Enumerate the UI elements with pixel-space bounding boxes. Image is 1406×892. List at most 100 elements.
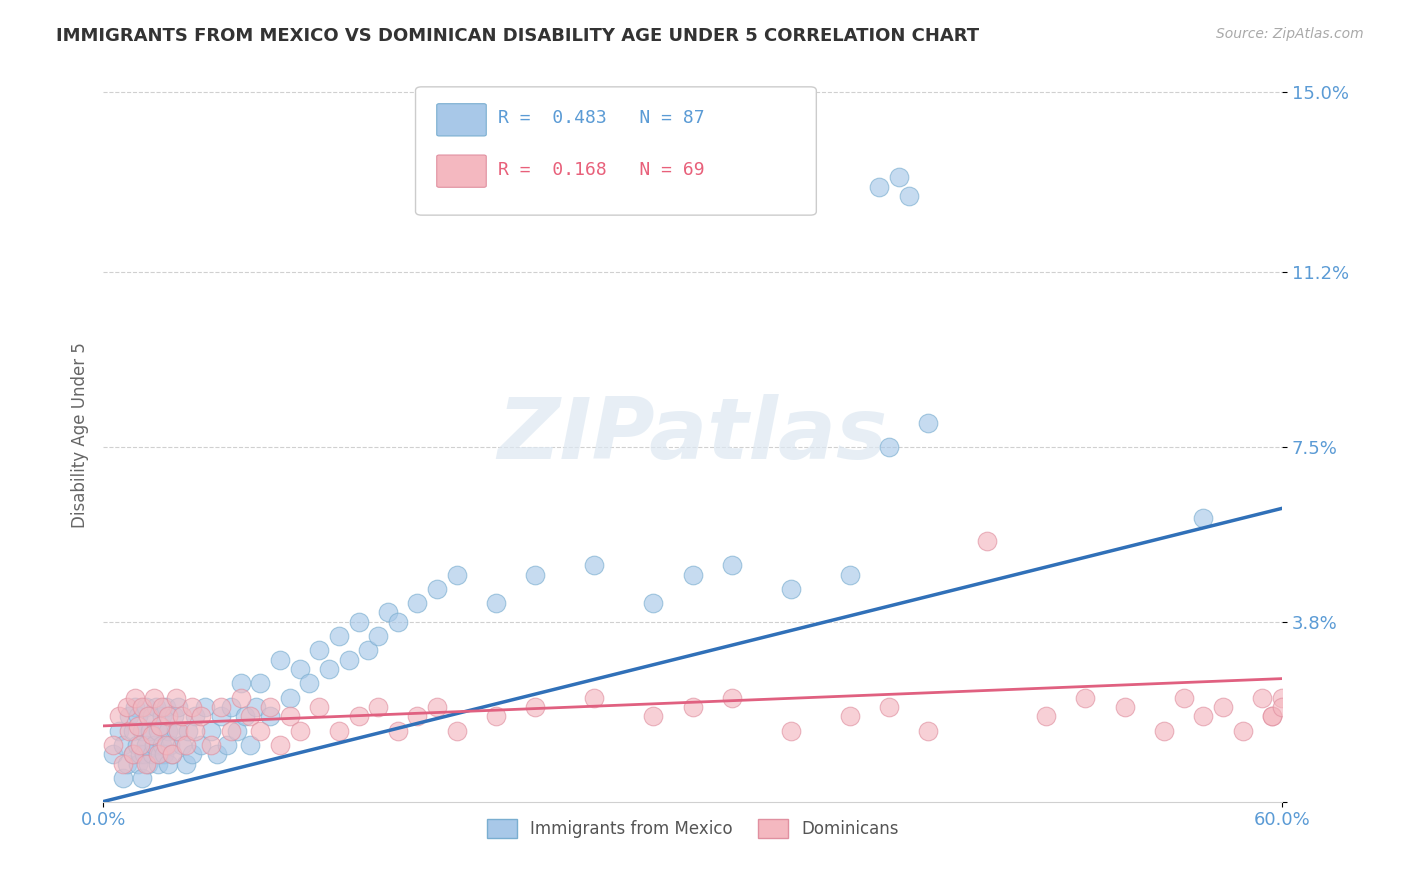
Point xyxy=(128,719,150,733)
Point xyxy=(387,723,409,738)
Point xyxy=(357,643,380,657)
Point xyxy=(180,700,202,714)
Point xyxy=(643,596,665,610)
Point xyxy=(131,723,153,738)
Point xyxy=(145,700,167,714)
Point xyxy=(124,690,146,705)
Point xyxy=(153,747,176,762)
Point xyxy=(318,662,340,676)
Point xyxy=(1153,723,1175,738)
Point xyxy=(249,676,271,690)
Point xyxy=(406,709,429,723)
Point xyxy=(170,738,193,752)
Point xyxy=(377,606,399,620)
Point xyxy=(1271,690,1294,705)
Point xyxy=(868,179,890,194)
Point xyxy=(146,756,169,771)
Point xyxy=(134,747,156,762)
Point xyxy=(139,723,162,738)
Point xyxy=(121,747,143,762)
Point xyxy=(108,723,131,738)
Point xyxy=(249,723,271,738)
Point xyxy=(239,709,262,723)
Point xyxy=(682,567,704,582)
Point xyxy=(156,709,179,723)
Point xyxy=(328,723,350,738)
Point xyxy=(156,756,179,771)
Point xyxy=(721,558,744,573)
FancyBboxPatch shape xyxy=(416,87,817,215)
Point xyxy=(1114,700,1136,714)
Point xyxy=(205,747,228,762)
Point xyxy=(298,676,321,690)
Point xyxy=(111,738,134,752)
Text: R =  0.168   N = 69: R = 0.168 N = 69 xyxy=(498,161,704,178)
Point xyxy=(877,700,900,714)
Point xyxy=(174,738,197,752)
Point xyxy=(121,723,143,738)
Point xyxy=(159,738,181,752)
Point xyxy=(1192,709,1215,723)
Point xyxy=(779,723,801,738)
Point xyxy=(485,709,508,723)
Point xyxy=(118,709,141,723)
Point xyxy=(129,738,152,752)
Point xyxy=(146,747,169,762)
Point xyxy=(163,709,186,723)
Point xyxy=(259,709,281,723)
Point xyxy=(308,643,330,657)
Point xyxy=(165,723,187,738)
Point xyxy=(239,738,262,752)
Point xyxy=(160,747,183,762)
Point xyxy=(115,700,138,714)
Point xyxy=(1212,700,1234,714)
Point xyxy=(200,723,222,738)
Point xyxy=(524,567,547,582)
Point xyxy=(887,170,910,185)
Point xyxy=(337,653,360,667)
Text: ZIPatlas: ZIPatlas xyxy=(498,393,887,476)
Point xyxy=(779,582,801,596)
Point xyxy=(838,567,860,582)
Point xyxy=(288,662,311,676)
Point xyxy=(367,700,389,714)
Point xyxy=(108,709,131,723)
Point xyxy=(269,653,291,667)
Point xyxy=(1261,709,1284,723)
Point xyxy=(141,709,163,723)
Point xyxy=(141,747,163,762)
Point xyxy=(225,723,247,738)
Point xyxy=(174,756,197,771)
Point xyxy=(190,738,212,752)
Point xyxy=(278,709,301,723)
Point xyxy=(233,709,256,723)
Point xyxy=(184,709,207,723)
Point xyxy=(155,700,177,714)
Point xyxy=(426,700,449,714)
Point xyxy=(259,700,281,714)
Point xyxy=(101,738,124,752)
Point xyxy=(1261,709,1284,723)
Y-axis label: Disability Age Under 5: Disability Age Under 5 xyxy=(72,343,89,528)
Point xyxy=(643,709,665,723)
Point xyxy=(387,615,409,629)
Point xyxy=(166,723,188,738)
Point xyxy=(877,440,900,454)
Point xyxy=(155,738,177,752)
Point xyxy=(1074,690,1097,705)
Point xyxy=(146,723,169,738)
Point xyxy=(118,723,141,738)
Point xyxy=(165,690,187,705)
Point xyxy=(209,700,232,714)
Point xyxy=(897,189,920,203)
Point xyxy=(1251,690,1274,705)
Point xyxy=(129,747,152,762)
Point xyxy=(1271,700,1294,714)
Point xyxy=(446,567,468,582)
Point xyxy=(229,676,252,690)
Point xyxy=(721,690,744,705)
Point xyxy=(125,738,148,752)
Point xyxy=(184,723,207,738)
Point xyxy=(135,700,157,714)
Point xyxy=(128,709,150,723)
